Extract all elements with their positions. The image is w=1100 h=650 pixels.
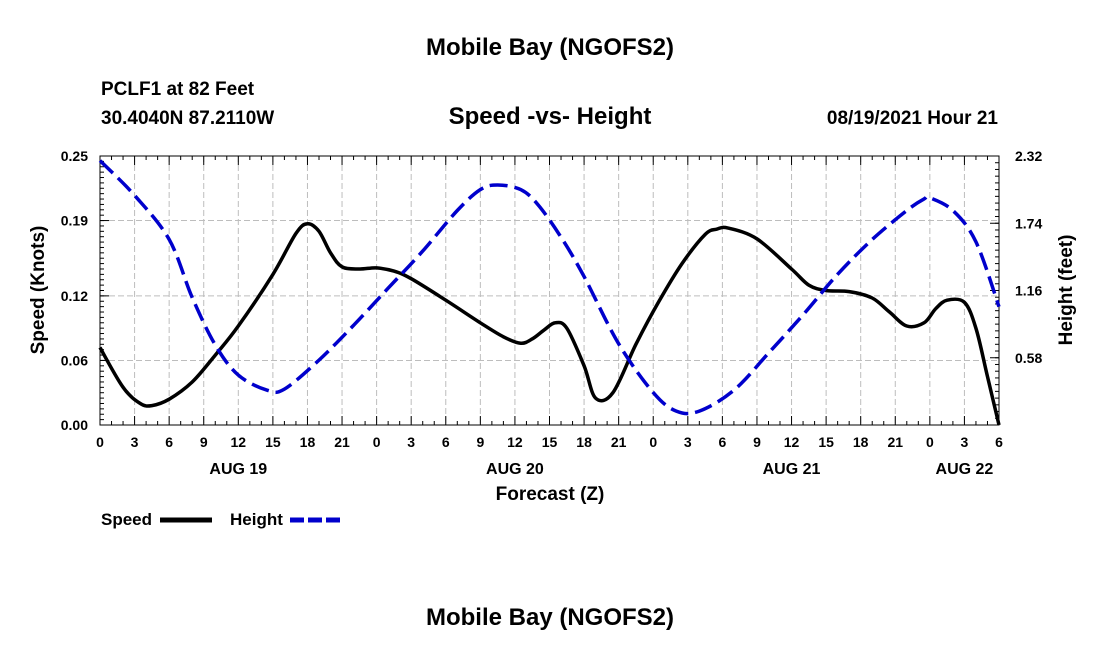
y-axis-label-speed: Speed (Knots)	[28, 226, 49, 355]
x-tick-label: 0	[373, 434, 381, 450]
x-tick-label: 12	[507, 434, 523, 450]
y2-tick-label: 2.32	[1015, 148, 1042, 164]
y-tick-label: 0.06	[61, 352, 88, 368]
day-label: AUG 21	[763, 461, 821, 478]
y-tick-label: 0.25	[61, 148, 88, 164]
station-label: PCLF1 at 82 Feet	[101, 79, 255, 100]
x-tick-label: 3	[407, 434, 415, 450]
x-tick-label: 3	[684, 434, 692, 450]
x-tick-label: 21	[887, 434, 903, 450]
y2-tick-label: 1.74	[1015, 215, 1042, 231]
x-tick-label: 12	[231, 434, 247, 450]
x-axis-label: Forecast (Z)	[496, 484, 605, 505]
x-tick-label: 3	[131, 434, 139, 450]
x-tick-label: 15	[818, 434, 834, 450]
forecast-datetime: 08/19/2021 Hour 21	[827, 108, 999, 129]
x-tick-label: 6	[165, 434, 173, 450]
series-layer	[98, 159, 1001, 426]
legend-height-label: Height	[230, 510, 283, 529]
y-tick-label: 0.12	[61, 288, 88, 304]
coordinates-label: 30.4040N 87.2110W	[101, 108, 274, 129]
y-tick-label: 0.19	[61, 213, 88, 229]
x-tick-label: 18	[300, 434, 316, 450]
x-tick-label: 0	[926, 434, 934, 450]
y-axis-label-height: Height (feet)	[1056, 235, 1077, 346]
grid	[100, 156, 999, 425]
day-label: AUG 20	[486, 461, 544, 478]
legend-speed-label: Speed	[101, 510, 152, 529]
x-tick-label: 0	[96, 434, 104, 450]
axis-ticks: 0 3 6 9 12 15 18 21 0 3 6 9 12 15 18 21 0 3 6 9 12 15 18 21 0 3 6A…	[61, 148, 1043, 478]
x-tick-label: 3	[961, 434, 969, 450]
y2-tick-label: 0.58	[1015, 350, 1042, 366]
x-tick-label: 15	[542, 434, 558, 450]
series-line-height	[98, 159, 1001, 416]
x-tick-label: 18	[853, 434, 869, 450]
chart-subtitle: Speed -vs- Height	[449, 103, 652, 130]
x-tick-label: 18	[576, 434, 592, 450]
x-tick-label: 6	[442, 434, 450, 450]
x-tick-label: 21	[334, 434, 350, 450]
x-tick-label: 9	[476, 434, 484, 450]
x-tick-label: 9	[753, 434, 761, 450]
series-line-speed	[98, 222, 1001, 426]
chart-main-title: Mobile Bay (NGOFS2)	[426, 34, 674, 61]
x-tick-label: 6	[995, 434, 1003, 450]
x-tick-label: 0	[649, 434, 657, 450]
x-tick-label: 21	[611, 434, 627, 450]
x-tick-label: 15	[265, 434, 281, 450]
day-label: AUG 22	[936, 461, 994, 478]
x-tick-label: 6	[718, 434, 726, 450]
y-tick-label: 0.00	[61, 417, 88, 433]
day-label: AUG 19	[209, 461, 267, 478]
y2-tick-label: 1.16	[1015, 283, 1042, 299]
footer-title: Mobile Bay (NGOFS2)	[426, 604, 674, 631]
x-tick-label: 9	[200, 434, 208, 450]
x-tick-label: 12	[784, 434, 800, 450]
